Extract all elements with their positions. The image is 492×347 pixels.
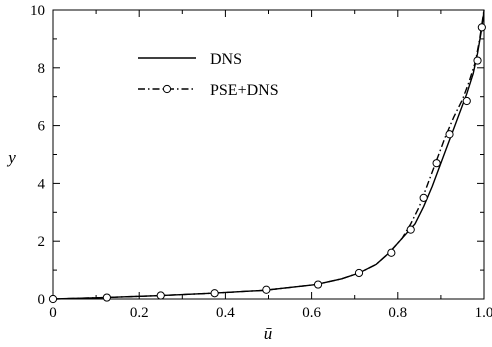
- y-tick-label: 2: [38, 234, 46, 250]
- x-tick-label: 0.4: [216, 305, 235, 321]
- data-point: [102, 293, 111, 302]
- legend-label: DNS: [210, 51, 242, 68]
- data-point: [156, 291, 165, 300]
- data-point: [445, 130, 454, 139]
- y-tick-label: 4: [38, 176, 46, 192]
- x-tick-label: 0: [49, 305, 57, 321]
- y-tick-label: 6: [38, 119, 46, 135]
- y-tick-label: 8: [38, 61, 46, 77]
- data-point: [387, 248, 396, 257]
- data-point: [406, 225, 415, 234]
- data-point: [477, 23, 486, 32]
- data-point: [48, 294, 58, 304]
- data-point: [462, 96, 471, 106]
- x-tick-label: 1.0: [475, 305, 492, 321]
- data-point: [432, 159, 441, 168]
- x-tick-label: 0.6: [302, 305, 321, 321]
- y-axis-title: y: [6, 148, 16, 167]
- legend-label: PSE+DNS: [210, 82, 279, 99]
- data-point: [262, 285, 271, 294]
- data-point: [210, 289, 219, 298]
- x-tick-label: 0.2: [130, 305, 149, 321]
- x-axis-title: ū: [264, 324, 273, 343]
- plot-frame: [52, 9, 485, 300]
- y-tick-label: 10: [30, 3, 45, 19]
- legend-marker: [162, 84, 172, 94]
- data-point: [473, 56, 482, 65]
- y-tick-label: 0: [38, 292, 46, 308]
- x-tick-label: 0.8: [388, 305, 407, 321]
- series-line-pse-dns: [52, 9, 485, 300]
- data-point: [354, 268, 364, 278]
- series-line-dns: [52, 9, 485, 300]
- data-point: [419, 193, 428, 202]
- data-point: [313, 280, 323, 289]
